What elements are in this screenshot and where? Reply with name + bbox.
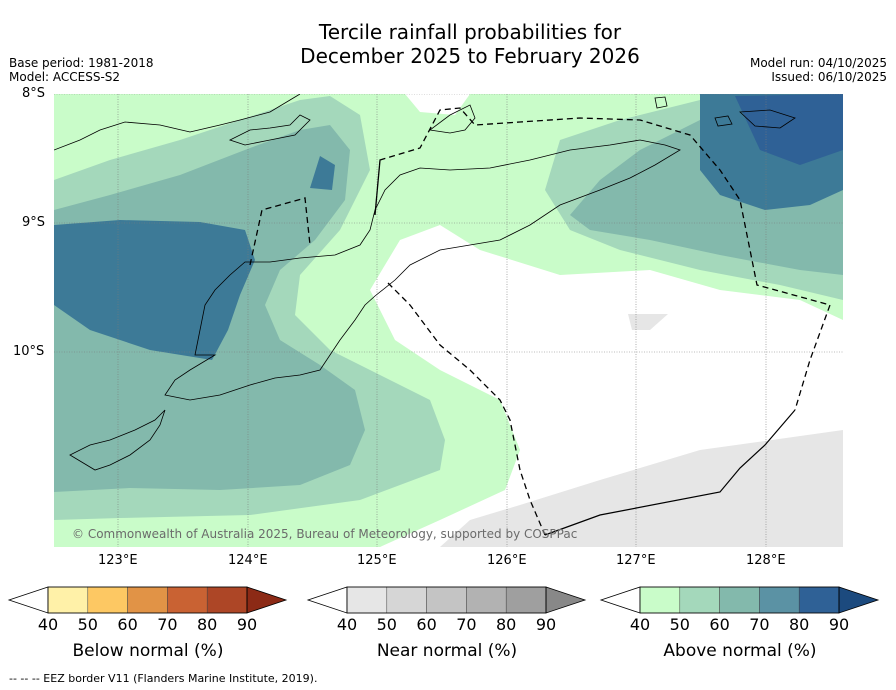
colorbar-below-segment <box>47 586 89 614</box>
colorbar-near-extend-right <box>545 586 587 614</box>
eez-border-solid <box>544 409 796 536</box>
colorbar-near-segment <box>346 586 388 614</box>
above-normal-80-east <box>735 94 843 165</box>
colorbar-below-segment <box>87 586 128 614</box>
colorbar-above-normal <box>599 586 880 614</box>
colorbar-below-tick: 60 <box>117 615 138 634</box>
colorbar-near-outline <box>346 586 547 614</box>
colorbar-below-segment <box>167 586 208 614</box>
colorbar-below-segment <box>206 586 248 614</box>
colorbar-above-tick: 80 <box>789 615 810 634</box>
lon-label-126e: 126°E <box>487 553 527 568</box>
small-island-1 <box>654 96 668 109</box>
lon-label-124e: 124°E <box>228 553 268 568</box>
colorbar-above-segment <box>798 586 840 614</box>
copyright-text: © Commonwealth of Australia 2025, Bureau… <box>72 527 578 541</box>
colorbars <box>7 586 880 614</box>
colorbar-label-near: Near normal (%) <box>376 641 518 661</box>
colorbar-near-tick: 90 <box>535 615 557 634</box>
colorbar-below-segment <box>127 586 168 614</box>
colorbar-label-above: Above normal (%) <box>663 641 817 661</box>
title-line-2: December 2025 to February 2026 <box>300 44 640 68</box>
title-line-1: Tercile rainfall probabilities for <box>318 20 622 44</box>
wetar-coastline <box>428 104 476 134</box>
colorbar-above-tick: 50 <box>669 615 690 634</box>
rote-island-coastline <box>69 409 166 471</box>
model-run-text: Model run: 04/10/2025 <box>749 56 887 70</box>
colorbar-near-segment <box>386 586 427 614</box>
colorbar-above-segment <box>719 586 760 614</box>
colorbar-above-tick: 60 <box>709 615 730 634</box>
white-gap-top <box>405 94 470 115</box>
colorbar-below-normal <box>7 586 288 614</box>
colorbar-near-tick: 80 <box>496 615 517 634</box>
above-normal-70-blob <box>310 156 335 190</box>
alor-coastline <box>228 114 311 146</box>
tanimbar-coastline <box>739 109 796 129</box>
colorbar-near-segment <box>426 586 467 614</box>
colorbar-below-extend-right <box>246 586 288 614</box>
probability-map <box>54 94 843 547</box>
colorbar-near-segment <box>505 586 547 614</box>
chart-title: Tercile rainfall probabilities for Decem… <box>0 20 896 68</box>
flores-coastline <box>54 94 301 151</box>
colorbar-near-normal <box>306 586 587 614</box>
above-normal-70-region <box>54 220 255 360</box>
colorbar-below-tick: 50 <box>77 615 98 634</box>
colorbar-near-segment <box>466 586 507 614</box>
meta-right: Model run: 04/10/2025 Issued: 06/10/2025 <box>750 56 887 84</box>
colorbar-above-segment <box>639 586 681 614</box>
colorbar-above-extend-left <box>599 586 641 614</box>
colorbar-below-tick: 70 <box>157 615 178 634</box>
colorbar-above-extend-right <box>838 586 880 614</box>
colorbar-near-tick: 50 <box>376 615 397 634</box>
near-normal-small-patch <box>628 314 668 330</box>
lon-label-127e: 127°E <box>616 553 656 568</box>
small-island-2 <box>714 115 733 127</box>
lon-label-123e: 123°E <box>98 553 138 568</box>
lat-label-9s: 9°S <box>22 215 46 230</box>
base-period-text: Base period: 1981-2018 <box>9 56 154 70</box>
colorbar-above-tick: 90 <box>828 615 850 634</box>
colorbar-above-tick: 40 <box>629 615 651 634</box>
meta-left: Base period: 1981-2018 Model: ACCESS-S2 <box>9 56 154 84</box>
colorbar-below-tick: 40 <box>37 615 59 634</box>
lat-label-8s: 8°S <box>22 86 46 101</box>
lon-label-128e: 128°E <box>746 553 786 568</box>
coastlines <box>54 94 796 471</box>
colorbar-near-tick: 60 <box>416 615 437 634</box>
colorbar-below-outline <box>47 586 248 614</box>
eez-border <box>249 107 831 536</box>
colorbar-below-extend-left <box>7 586 49 614</box>
colorbar-near-tick: 70 <box>456 615 477 634</box>
model-text: Model: ACCESS-S2 <box>9 70 121 84</box>
colorbar-near-extend-left <box>306 586 348 614</box>
eez-legend-footer: -- -- -- EEZ border V11 (Flanders Marine… <box>9 672 318 685</box>
timor-coastline <box>164 139 681 401</box>
colorbar-below-tick: 80 <box>197 615 218 634</box>
graticule <box>54 94 843 547</box>
lat-label-10s: 10°S <box>13 344 45 359</box>
colorbar-above-tick: 70 <box>749 615 770 634</box>
colorbar-above-outline <box>639 586 840 614</box>
issued-text: Issued: 06/10/2025 <box>771 70 887 84</box>
colorbar-label-below: Below normal (%) <box>72 641 224 661</box>
lon-label-125e: 125°E <box>357 553 397 568</box>
near-normal-south-patch <box>440 430 843 547</box>
colorbar-near-tick: 40 <box>336 615 358 634</box>
colorbar-above-segment <box>679 586 720 614</box>
colorbar-below-tick: 90 <box>236 615 258 634</box>
colorbar-above-segment <box>759 586 800 614</box>
